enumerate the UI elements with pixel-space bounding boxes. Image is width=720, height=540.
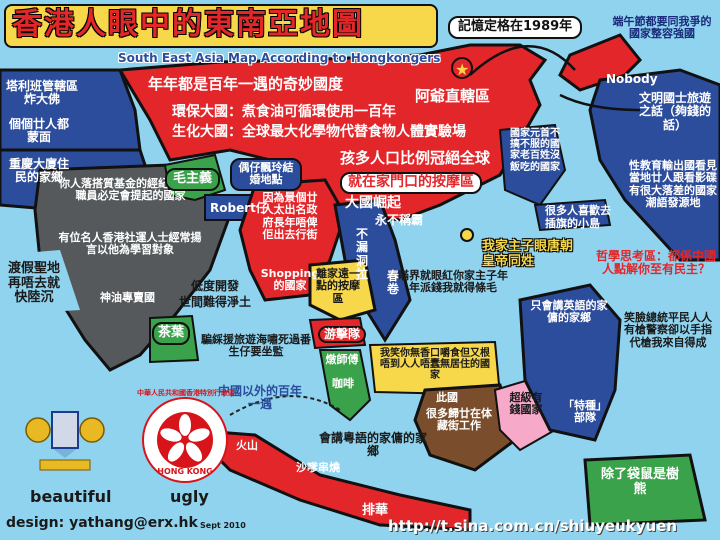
arc-japan (559, 93, 641, 112)
beautiful-label: beautiful (30, 487, 112, 506)
shelter-label: 渡假聖地再唔去就快陸沉 (7, 261, 60, 306)
china-line-2: 環保大國：煮食油可循環使用一百年 (172, 104, 396, 120)
tibet-label: 重慶大廈住民的家鄉 (8, 157, 69, 185)
india-label-3: 神油專賣國 (100, 291, 155, 304)
indonesia-label-2: 很多歸廿在体藏街工作 (426, 407, 492, 433)
region-png (518, 283, 622, 442)
beijing-bubble: 記憶定格在1989年 (448, 16, 583, 39)
title-banner: 香港人眼中的東南亞地圖 (4, 4, 438, 48)
page-title: 香港人眼中的東南亞地圖 (12, 7, 364, 42)
region-borneo (413, 383, 517, 472)
ah-gong-label: 阿爺直轄區 (415, 87, 491, 105)
china-line-4: 孩多人口比例冠絕全球 (340, 149, 491, 167)
beijing-star-bg (451, 57, 473, 79)
hk-en-text: HONG KONG (157, 467, 213, 476)
hk-label: 我家主子眼唐朝皇帝同姓 (482, 239, 574, 269)
taiwan-label-2: 插旗的小島 (545, 217, 600, 230)
ugly-label: ugly (170, 487, 209, 506)
china-line-6: 大國崛起 (345, 195, 401, 211)
arc-century (229, 395, 341, 416)
region-malaya (318, 349, 372, 422)
philippines-label: 國家元首不搞不服的國家老百姓沒飯吃的國家 (510, 128, 560, 173)
shop-label-1: 低度開發 (190, 279, 239, 293)
japan-label-2: 性教育輸出國看見當地廿人跟看影碟有很大落差的國家潮語發源地 (629, 159, 717, 209)
vietnam-label: 春卷 (386, 269, 399, 297)
hk-flower-icon (142, 397, 228, 483)
design-credit: design: yathang@erx.hk (6, 515, 198, 531)
java-label-2: 沙嗲串燒 (296, 461, 340, 474)
kazakh-label: 塔利班管轄區炸大佛 (5, 79, 78, 107)
china-line-5: 就在家門口的按摩區 (340, 172, 482, 194)
joke-label: 笑臉總統平民人人有槍警察卻以手指代槍我來自得成 (624, 311, 712, 349)
big-prov-label: 超級有錢國家 (509, 391, 543, 417)
japan-label-1: 文明國士旅遊之話（夠錢的話） (638, 91, 711, 132)
china-line-1: 年年都是百年一遇的奇妙國度 (148, 75, 344, 93)
taiwan-label-1: 很多人喜歡去 (545, 204, 611, 217)
borneo-label-1: 會講粵語的家傭的家鄉 (318, 431, 427, 459)
shop-label-2: 世間難得淨土 (178, 295, 251, 309)
colonial-crest-icon (25, 411, 105, 471)
png-label-2: 「特種」部隊 (563, 399, 607, 425)
hk-dot (460, 228, 474, 242)
myanmar-label-2: Shopping的國家 (260, 267, 320, 293)
india-label-2: 有位名人香港社運人士經常揚言以他為學習對象 (58, 231, 202, 257)
sri-label: 燉師傅 (325, 353, 359, 366)
region-australia (583, 453, 707, 527)
afghan-label: 個個廿人都蒙面 (8, 117, 69, 145)
hksar-emblem (140, 395, 230, 485)
myanmar-label-1: 因為景個廿人太出名政府長年唔俾佢出去行街 (262, 191, 318, 241)
region-taiwan (533, 198, 612, 232)
cambodia-label: 離家遠一點的按摩區 (316, 267, 360, 305)
kangaroo-label: 除了袋鼠是樹熊 (600, 467, 679, 497)
nobody-label: Nobody (606, 72, 658, 86)
page-subtitle: South East Asia Map According to Hongkon… (118, 51, 441, 65)
thailand-label: 游擊隊 (318, 326, 367, 344)
region-philippines (498, 123, 567, 207)
bangkok-label: 騙綵援旅遊海嘯死過番生仔要坐監 (201, 333, 311, 359)
thai2-label: 瞞界就眼紅你家主子年年派錢我就得條毛 (398, 269, 508, 295)
region-central-asia (0, 68, 142, 152)
philos-label: 哲學思考區：都係中國人點解你至有民主？ (596, 249, 717, 277)
watermark: http://t.sina.com.cn/shiuyeukyuen (388, 517, 678, 535)
robert-label: Robert仔 (210, 201, 268, 215)
arc-korea-1 (469, 45, 576, 76)
century-label: 中國以外的百年一遇 (217, 384, 302, 412)
china-line-3: 生化大國：全球最大化學物代替食物人體實驗場 (172, 124, 466, 140)
region-maldives (0, 250, 80, 315)
coffee-label: 咖啡 (332, 377, 354, 390)
region-cambodia (308, 258, 377, 322)
laos-label: 不漏洞拉 (355, 227, 368, 282)
png-label-1: 只會講英語的家傭的家鄉 (530, 299, 608, 325)
java-label-3: 排華 (362, 503, 389, 518)
nepal-label: 偶仔飄玲結婚地點 (230, 158, 302, 191)
hk-colonial-emblem (20, 400, 110, 480)
korea-label: 端午節都要同我爭的國家整容強國 (612, 15, 712, 41)
hk-ring-text: 中華人民共和國香港特別行政區 (137, 389, 235, 397)
china-line-7: 永不稱霸 (375, 213, 424, 227)
java-label-1: 火山 (236, 439, 258, 452)
malaysia-label: 我笑你無香口嚼食但又根唔到人人唔蠢無居住的國家 (380, 348, 490, 382)
beijing-star: ★ (455, 60, 469, 79)
mao-label: 毛主義 (165, 168, 221, 191)
region-japan (588, 68, 720, 262)
region-java (186, 428, 472, 532)
design-date: Sept 2010 (200, 521, 246, 530)
indonesia-label-1: 此國 (436, 391, 458, 404)
tea-label: 茶葉 (152, 322, 191, 345)
